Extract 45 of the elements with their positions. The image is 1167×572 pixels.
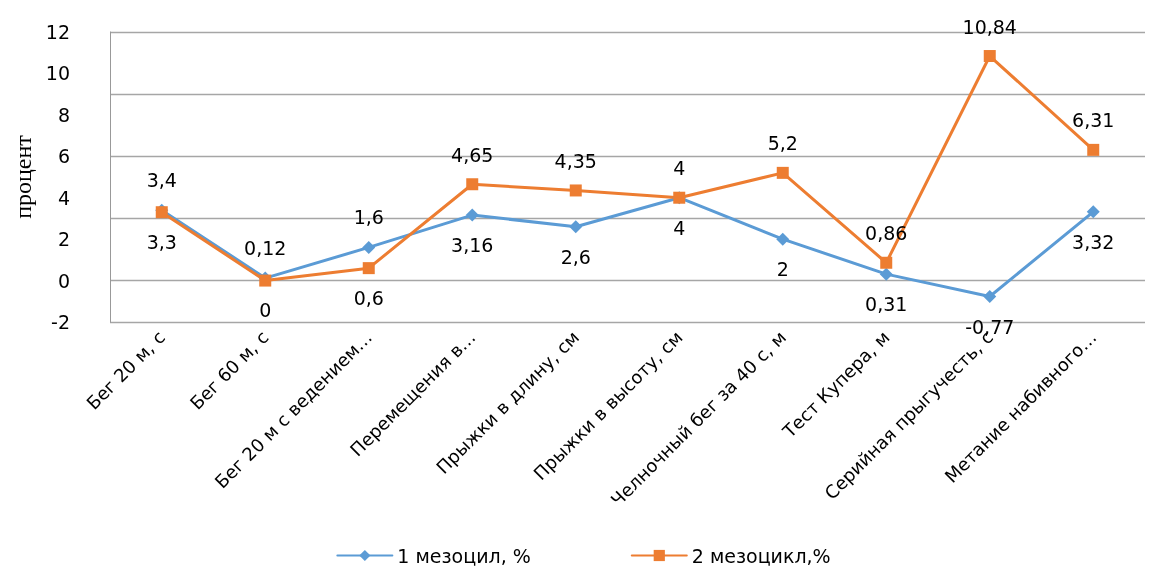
- point: [983, 50, 996, 63]
- point: [776, 232, 790, 246]
- point: [569, 184, 582, 197]
- data-label: 10,84: [962, 15, 1017, 38]
- data-label: 0: [259, 299, 272, 322]
- data-label: 6,31: [1072, 109, 1115, 132]
- point: [879, 267, 893, 281]
- y-tick-label: 12: [45, 21, 70, 43]
- data-label: 2,6: [560, 245, 591, 268]
- point: [880, 256, 893, 269]
- legend-label: 2 мезоцикл,%: [691, 544, 831, 567]
- data-label: 4: [673, 216, 686, 239]
- data-label: 3,32: [1072, 230, 1115, 253]
- y-tick-label: 0: [57, 269, 70, 292]
- x-tick-label: Бег 60 м, с: [185, 326, 273, 414]
- y-tick-label: -2: [51, 311, 70, 333]
- data-label: 3,16: [451, 234, 494, 257]
- y-tick-label: 6: [57, 145, 70, 168]
- point: [569, 220, 583, 234]
- point: [1086, 205, 1100, 219]
- y-tick-label: 4: [57, 186, 70, 209]
- point: [466, 178, 479, 191]
- point: [1087, 143, 1100, 156]
- data-label: 2: [776, 258, 789, 281]
- data-label: 4,35: [554, 149, 597, 172]
- y-tick-label: 8: [57, 103, 70, 126]
- y-tick-label: 2: [57, 228, 70, 251]
- legend-label: 1 мезоцил, %: [397, 544, 531, 567]
- data-label: 0,6: [353, 286, 384, 309]
- data-label: 5,2: [767, 132, 798, 155]
- data-label: 4,65: [451, 143, 494, 166]
- data-label: 3,3: [146, 230, 177, 253]
- point: [362, 240, 376, 254]
- point: [776, 166, 789, 179]
- y-axis-title: процент: [9, 134, 36, 219]
- point: [465, 208, 479, 222]
- data-label: 1,6: [353, 206, 384, 229]
- y-tick-label: 10: [45, 62, 70, 85]
- x-tick-label: Бег 20 м, с: [82, 326, 170, 414]
- data-label: 4: [673, 157, 686, 180]
- point: [983, 290, 997, 304]
- point: [362, 262, 375, 275]
- data-label: 3,4: [146, 169, 177, 192]
- data-label: 0,12: [244, 237, 287, 260]
- data-label: 0,31: [865, 293, 908, 316]
